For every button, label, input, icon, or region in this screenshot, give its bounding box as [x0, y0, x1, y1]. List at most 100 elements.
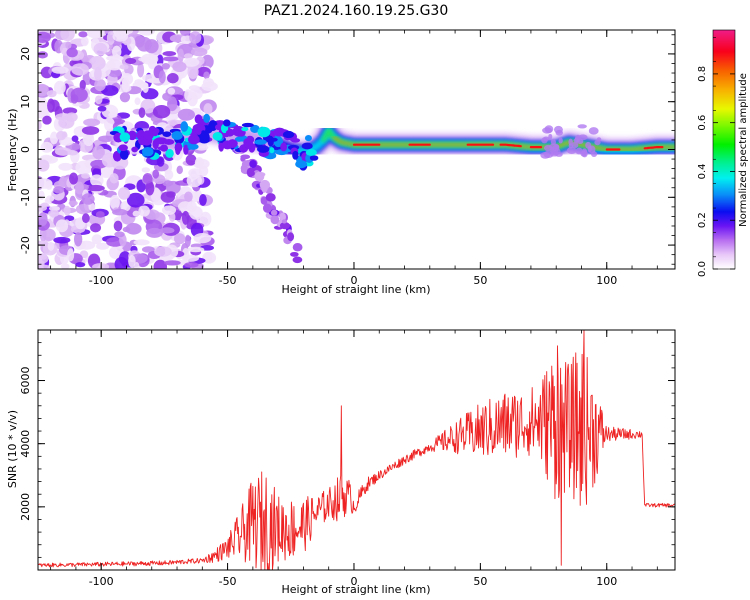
x-tick-label: -50	[219, 575, 237, 588]
noise-blob	[75, 203, 91, 215]
x-tick-label: -50	[219, 274, 237, 287]
noise-blob	[138, 205, 150, 217]
noise-blob	[96, 242, 110, 250]
noise-blob	[161, 62, 171, 70]
noise-blob	[69, 172, 79, 185]
noise-blob	[292, 256, 303, 264]
noise-blob	[48, 205, 60, 212]
ridge-blob	[267, 135, 274, 147]
noise-blob	[194, 157, 204, 169]
noise-blob	[146, 227, 163, 238]
noise-blob	[163, 260, 181, 266]
noise-blob	[249, 160, 257, 168]
noise-blob	[153, 259, 168, 269]
noise-blob	[177, 48, 185, 63]
ridge-blob	[119, 132, 131, 142]
noise-blob	[162, 51, 177, 57]
ridge-blob	[192, 123, 205, 132]
noise-blob	[71, 135, 79, 143]
x-tick-label: 0	[350, 274, 357, 287]
colorbar-tick-label: 0.6	[697, 115, 708, 131]
noise-blob	[246, 167, 254, 178]
noise-blob	[117, 187, 131, 200]
ridge-blob	[160, 144, 168, 152]
noise-blob	[86, 184, 105, 192]
noise-blob	[42, 115, 52, 125]
noise-blob	[281, 219, 287, 224]
noise-blob	[108, 112, 118, 118]
spectrogram-noise	[38, 30, 303, 269]
noise-blob	[119, 92, 131, 103]
noise-blob	[262, 203, 272, 213]
colorbar-frame	[712, 29, 736, 270]
noise-blob	[265, 193, 276, 202]
noise-blob	[38, 253, 49, 264]
noise-blob	[113, 220, 123, 232]
noise-blob	[66, 47, 78, 58]
noise-blob	[88, 55, 106, 71]
ridge-blob	[568, 138, 573, 146]
ridge-blob	[590, 151, 598, 157]
noise-blob	[83, 118, 101, 127]
noise-blob	[154, 246, 172, 257]
spectrogram-x-ticks: -100 -50 0 50 100	[50, 30, 658, 287]
x-tick-label: 50	[473, 575, 487, 588]
noise-blob	[94, 78, 106, 92]
colorbar-label: Normalized spectral amplitude	[738, 73, 749, 227]
noise-blob	[176, 165, 183, 175]
ridge-blob	[250, 124, 260, 134]
noise-blob	[106, 31, 115, 46]
ridge-blob	[596, 137, 602, 142]
noise-blob	[75, 262, 86, 268]
noise-blob	[162, 180, 174, 187]
noise-blob	[80, 36, 89, 47]
snr-x-ticks: -100 -50 0 50 100	[50, 330, 658, 588]
noise-blob	[134, 79, 144, 85]
noise-blob	[270, 215, 280, 225]
noise-blob	[45, 180, 53, 190]
noise-blob	[240, 154, 251, 160]
ridge-blob	[223, 119, 231, 127]
noise-blob	[158, 70, 166, 84]
noise-blob	[142, 172, 153, 184]
noise-blob	[90, 174, 104, 187]
noise-blob	[109, 173, 119, 184]
noise-blob	[93, 67, 102, 81]
spectrogram-y-ticks: -20 -10 0 10 20	[19, 34, 675, 265]
noise-blob	[184, 191, 193, 202]
noise-blob	[187, 64, 199, 79]
noise-blob	[167, 73, 179, 84]
ridge-blob	[269, 147, 275, 154]
ridge-blob	[280, 142, 288, 152]
ridge-blob	[244, 139, 253, 149]
noise-blob	[51, 66, 69, 74]
colorbar: 0.0 0.2 0.4 0.6 0.8 Normalized spectral ampl…	[697, 29, 749, 277]
ridge-blob	[575, 147, 583, 155]
noise-blob	[119, 64, 129, 70]
noise-blob	[92, 263, 110, 269]
noise-blob	[179, 30, 191, 37]
noise-blob	[60, 30, 75, 42]
noise-blob	[79, 79, 86, 91]
noise-blob	[45, 195, 55, 202]
y-tick-label: 20	[19, 47, 32, 61]
noise-blob	[166, 191, 176, 198]
ridge-blob	[183, 144, 189, 155]
noise-blob	[78, 31, 88, 38]
y-tick-label: 6000	[19, 367, 32, 395]
noise-blob	[53, 186, 65, 194]
ridge-blob	[203, 132, 210, 142]
noise-blob	[145, 181, 155, 196]
noise-blob	[53, 236, 71, 244]
noise-blob	[254, 171, 265, 182]
ridge-blob	[194, 114, 203, 124]
snr-frame	[37, 329, 676, 571]
spectral-ridge	[109, 113, 675, 171]
ridge-blob	[549, 146, 555, 154]
noise-blob	[95, 211, 105, 218]
noise-blob	[203, 71, 210, 80]
noise-blob	[38, 264, 51, 269]
ridge-blob	[162, 131, 172, 137]
noise-blob	[75, 181, 84, 195]
noise-blob	[138, 30, 155, 36]
